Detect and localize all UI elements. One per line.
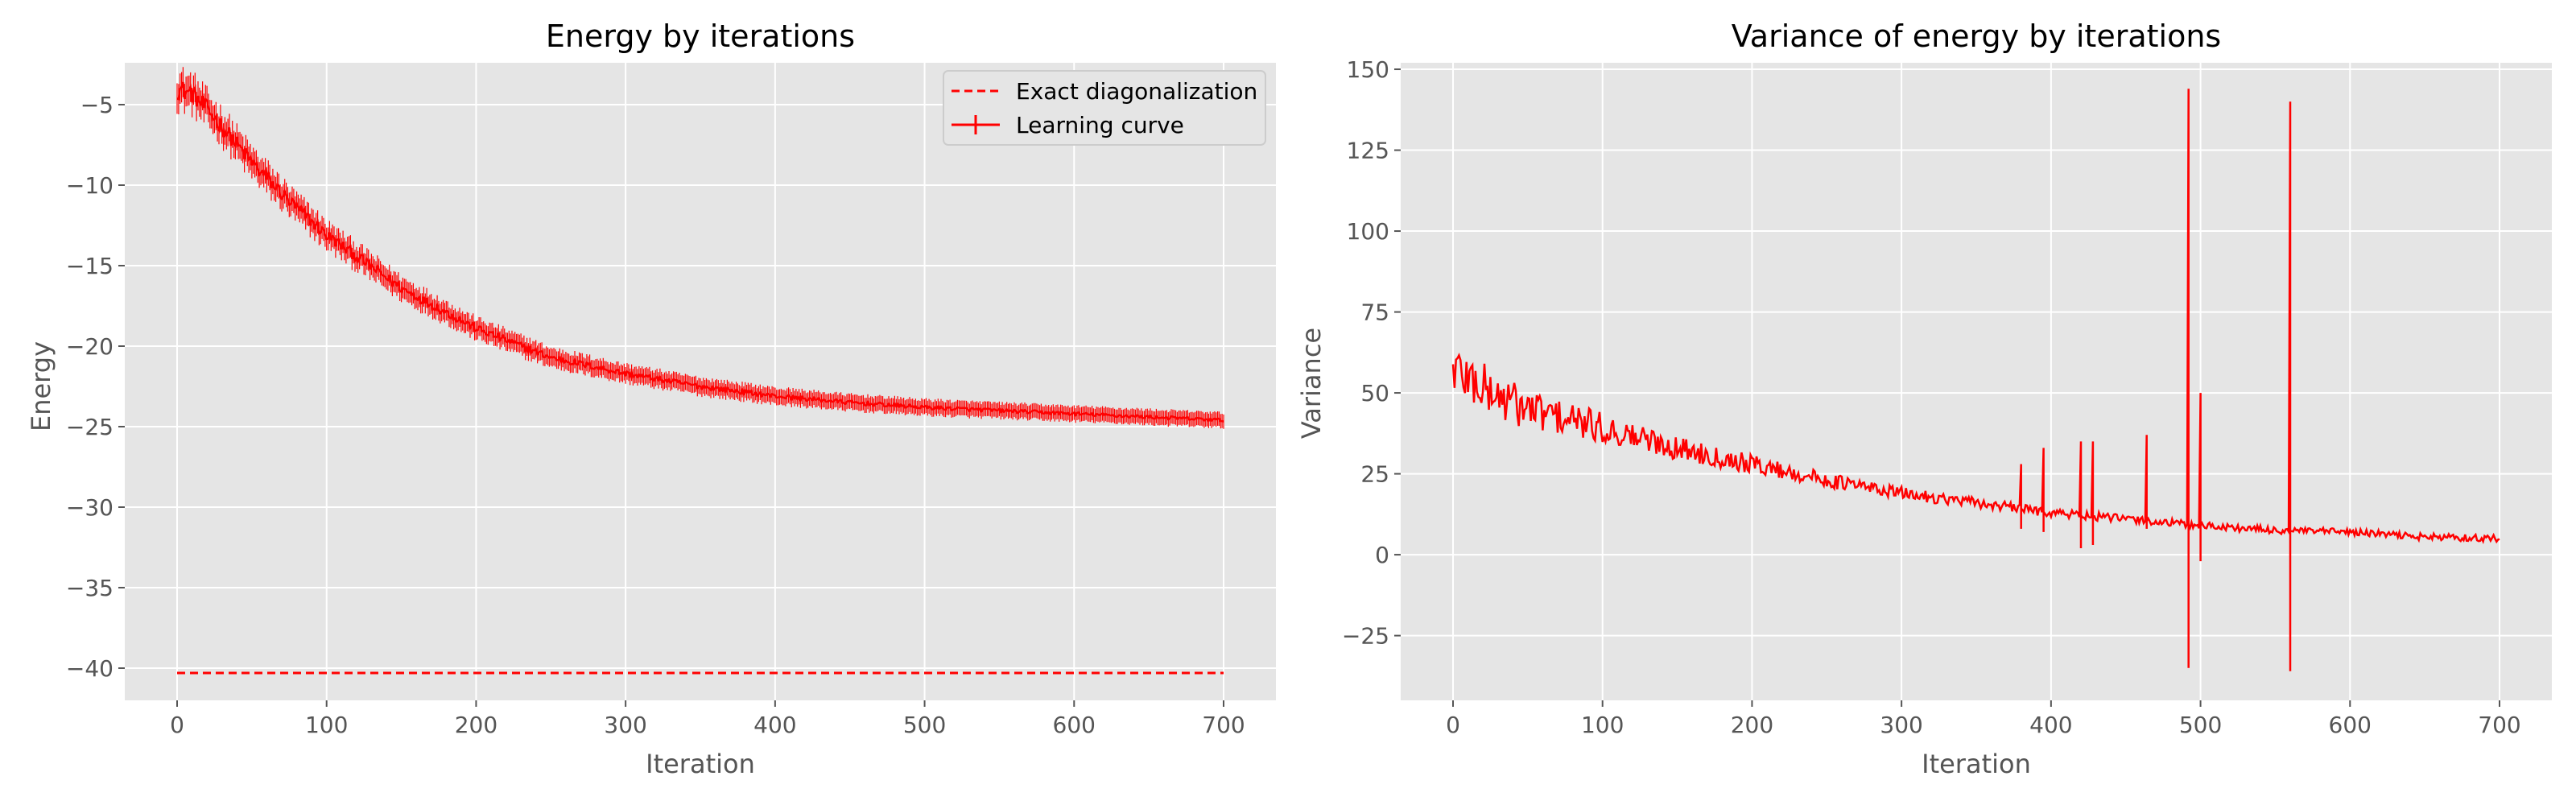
x-tick-label: 0	[1446, 712, 1460, 738]
x-tick-label: 300	[1880, 712, 1922, 738]
y-tick-label: −30	[66, 494, 114, 521]
x-tick-label: 200	[1731, 712, 1773, 738]
y-tick-label: 25	[1360, 461, 1389, 488]
y-tick-label: 0	[1375, 542, 1389, 568]
y-tick-label: −35	[66, 575, 114, 601]
chart-title: Variance of energy by iterations	[1732, 19, 2221, 54]
energy-chart: Energy by iterations −40−35−30−25−20−15−…	[26, 19, 1276, 779]
x-tick-label: 100	[1581, 712, 1624, 738]
y-axis-ticks: −40 −35 −30 −25 −20 −15 −10 −5	[66, 92, 125, 682]
y-axis-label: Energy	[26, 341, 56, 431]
x-tick-label: 200	[455, 712, 497, 738]
y-tick-label: −15	[66, 253, 114, 279]
legend-box	[943, 70, 1266, 146]
plot-area	[1401, 63, 2552, 700]
y-tick-label: 50	[1360, 380, 1389, 407]
series-group	[1451, 89, 2500, 671]
x-tick-label: 0	[170, 712, 184, 738]
y-tick-label: −40	[66, 655, 114, 682]
y-tick-label: −10	[66, 172, 114, 199]
y-tick-label: −5	[80, 92, 114, 118]
y-tick-label: 100	[1347, 218, 1389, 245]
x-tick-label: 400	[753, 712, 796, 738]
x-tick-label: 600	[1053, 712, 1096, 738]
x-axis-label: Iteration	[1922, 749, 2031, 779]
legend-label-learning: Learning curve	[1016, 112, 1184, 138]
legend: Exact diagonalization Learning curve	[943, 70, 1266, 146]
x-tick-label: 700	[2478, 712, 2520, 738]
x-tick-label: 700	[1202, 712, 1245, 738]
y-tick-label: −20	[66, 333, 114, 360]
y-tick-label: 125	[1347, 138, 1389, 164]
x-tick-label: 100	[305, 712, 348, 738]
y-axis-label: Variance	[1296, 328, 1327, 439]
variance-chart: Variance of energy by iterations −25 0 25 5…	[1296, 19, 2552, 779]
grid	[125, 63, 1276, 700]
y-tick-label: −25	[1342, 623, 1389, 650]
x-axis-ticks: 0 100 200 300 400 500 600 700	[1446, 700, 2521, 738]
x-tick-label: 500	[2179, 712, 2222, 738]
x-tick-label: 300	[604, 712, 646, 738]
series-variance	[1451, 89, 2500, 671]
y-tick-label: −25	[66, 414, 114, 440]
legend-label-exact: Exact diagonalization	[1016, 78, 1257, 105]
x-tick-label: 600	[2329, 712, 2372, 738]
series-group	[176, 67, 1224, 675]
y-tick-label: 75	[1360, 299, 1389, 326]
y-tick-label: 150	[1347, 56, 1389, 83]
x-tick-label: 500	[903, 712, 946, 738]
grid	[1401, 63, 2552, 700]
series-learning-curve	[176, 81, 1224, 423]
x-tick-label: 400	[2029, 712, 2072, 738]
y-axis-ticks: −25 0 25 50 75 100 125 150	[1342, 56, 1401, 650]
x-axis-ticks: 0 100 200 300 400 500 600 700	[170, 700, 1245, 738]
chart-title: Energy by iterations	[546, 19, 855, 54]
x-axis-label: Iteration	[646, 749, 755, 779]
